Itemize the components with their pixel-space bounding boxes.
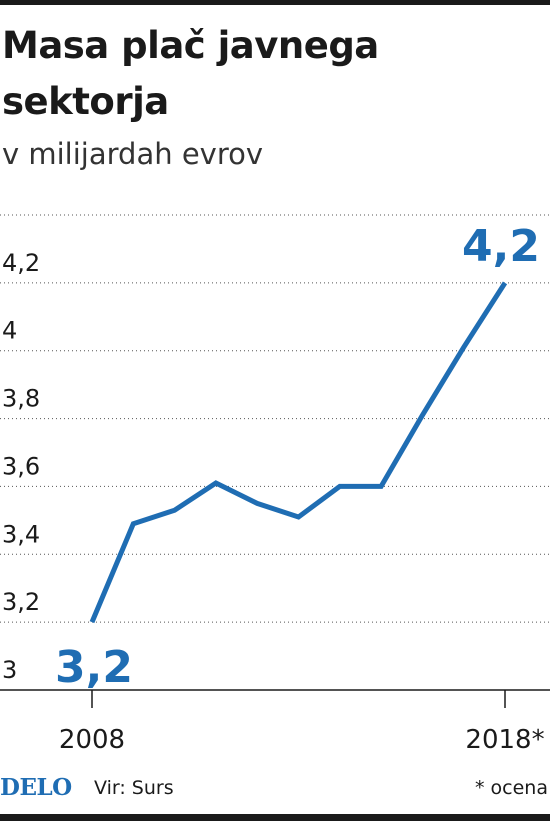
y-tick-label: 4 [2, 317, 17, 345]
value-annotations: 3,2 4,2 [55, 221, 540, 693]
series-line [89, 281, 508, 624]
footer: DELO Vir: Surs * ocena [0, 766, 550, 810]
bottom-rule [0, 814, 550, 821]
gridlines [0, 214, 550, 623]
footnote-text: * ocena [475, 777, 548, 799]
chart-subtitle: v milijardah evrov [2, 137, 264, 171]
y-tick-label: 4,2 [2, 249, 40, 277]
source-text: Vir: Surs [94, 777, 174, 799]
top-rule [0, 0, 550, 5]
y-tick-label: 3,4 [2, 520, 40, 548]
y-tick-label: 3,2 [2, 588, 40, 616]
x-tick-label: 2008 [59, 725, 125, 755]
delo-logo: DELO [0, 774, 72, 801]
y-axis-labels: 3 3,2 3,4 3,6 3,8 4 4,2 [2, 249, 40, 684]
x-tick-label: 2018* [465, 725, 544, 755]
y-tick-label: 3 [2, 656, 17, 684]
chart-title: Masa plač javnega sektorja [2, 24, 379, 123]
y-tick-label: 3,6 [2, 452, 40, 480]
value-annotation: 4,2 [462, 221, 540, 272]
x-axis-ticks: 2008 2018* [59, 690, 545, 755]
value-annotation: 3,2 [55, 642, 133, 693]
y-tick-label: 3,8 [2, 385, 40, 413]
line-chart: 3 3,2 3,4 3,6 3,8 4 4,2 2008 2018* 3,2 4,2 [0, 214, 550, 755]
